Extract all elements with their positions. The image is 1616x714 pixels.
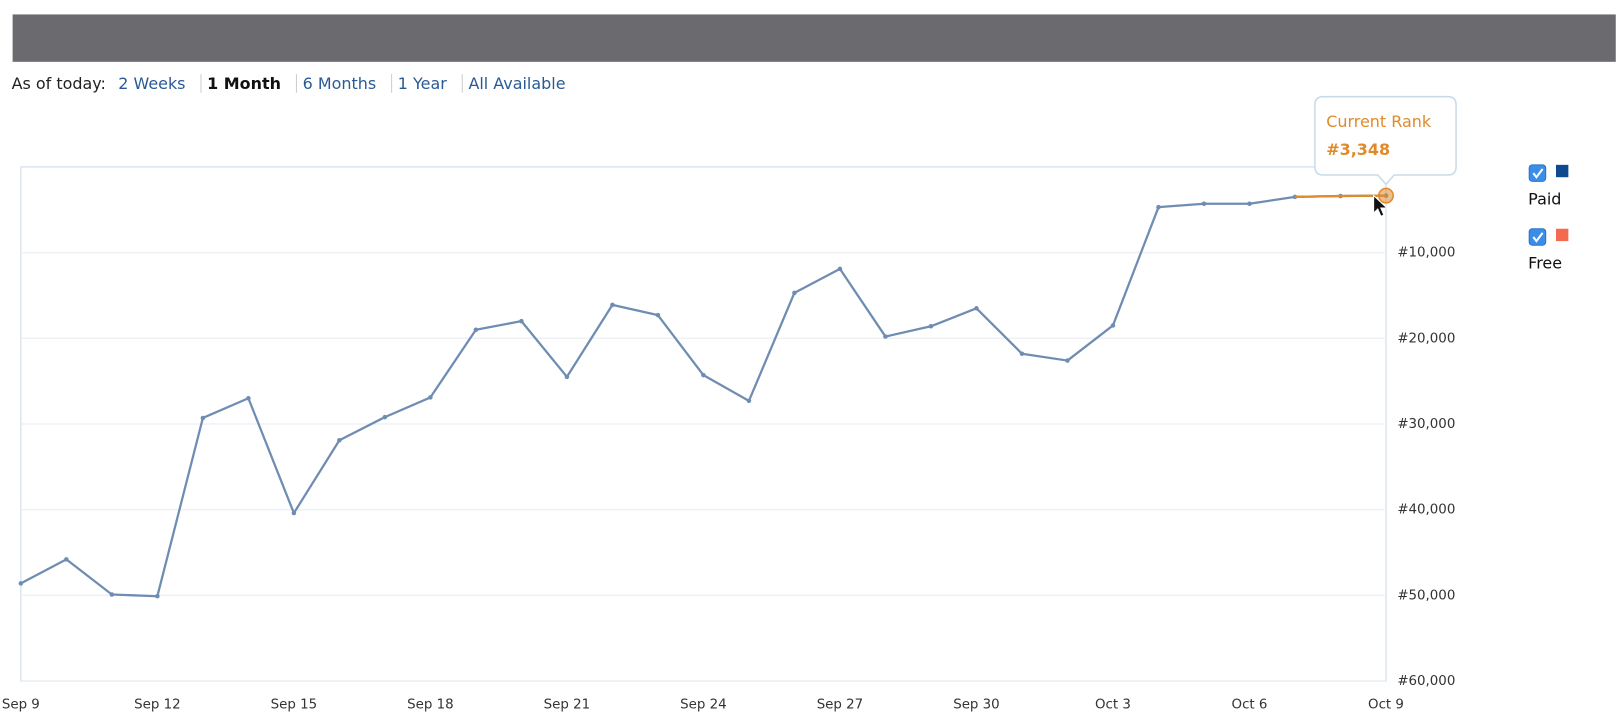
x-tick-label: Oct 9 [1368, 698, 1404, 713]
tooltip-title: Current Rank [1326, 112, 1432, 131]
y-tick-label: #30,000 [1397, 417, 1455, 432]
y-tick-label: #60,000 [1397, 674, 1455, 689]
x-tick-label: Sep 21 [544, 698, 590, 713]
point [382, 414, 388, 420]
point [1247, 201, 1252, 207]
point [1019, 351, 1025, 356]
point [1065, 358, 1070, 363]
legend-checkbox[interactable] [1528, 228, 1547, 246]
point [291, 510, 297, 516]
x-tick-label: Sep 9 [2, 698, 40, 713]
legend-label: Paid [1528, 189, 1561, 208]
point [837, 266, 843, 272]
point [64, 557, 69, 562]
range-option[interactable]: 2 Weeks [118, 74, 185, 93]
y-tick-label: #10,000 [1397, 246, 1455, 261]
point [974, 306, 979, 311]
range-label: As of today: [12, 74, 106, 93]
legend-swatch [1556, 164, 1569, 178]
range-option[interactable]: All Available [468, 74, 565, 93]
x-tick-label: Sep 12 [134, 698, 180, 713]
point [746, 398, 752, 404]
point [109, 592, 115, 597]
x-tick-label: Sep 18 [407, 698, 453, 713]
point [337, 437, 342, 443]
range-option[interactable]: 1 Month [207, 74, 281, 93]
point [564, 374, 570, 380]
y-tick-label: #50,000 [1397, 588, 1455, 603]
tooltip-box [1314, 95, 1457, 186]
y-tick-label: #40,000 [1397, 503, 1455, 518]
point [473, 327, 479, 332]
point [1201, 201, 1207, 207]
highlight-line [1294, 194, 1387, 199]
x-tick-label: Sep 30 [953, 698, 999, 713]
x-tick-label: Oct 3 [1095, 698, 1131, 713]
point [155, 593, 160, 599]
point [428, 395, 433, 400]
x-tick-label: Oct 6 [1232, 698, 1268, 713]
point [1156, 204, 1161, 210]
tooltip-value: #3,348 [1326, 140, 1390, 159]
range-selector: As of today: 2 Weeks 1 Month 6 Months 1 Year… [12, 74, 566, 93]
point [792, 290, 797, 296]
point [200, 415, 206, 421]
legend-swatch [1556, 228, 1569, 242]
point [701, 372, 706, 378]
plot: #10,000 #20,000 #30,000 #40,000 #50,000 #60,0… [2, 95, 1457, 713]
point [928, 324, 934, 329]
range-option[interactable]: 6 Months [303, 74, 377, 93]
point [18, 581, 24, 586]
hover-marker [1378, 187, 1394, 204]
point [610, 302, 615, 308]
legend: Paid Free [1528, 164, 1569, 272]
x-tick-label: Sep 24 [680, 698, 726, 713]
header-bar [12, 14, 1616, 62]
point [246, 395, 251, 401]
checkmark [1532, 168, 1544, 179]
legend-label: Free [1528, 253, 1562, 272]
point [655, 312, 661, 318]
x-tick-label: Sep 15 [271, 698, 317, 713]
legend-checkbox[interactable] [1528, 164, 1547, 182]
x-tick-label: Sep 27 [817, 698, 863, 713]
checkmark [1532, 232, 1544, 243]
range-option[interactable]: 1 Year [398, 74, 447, 93]
point [883, 334, 888, 339]
cursor [1373, 194, 1389, 217]
point [1110, 323, 1116, 328]
point [519, 318, 524, 324]
y-tick-label: #20,000 [1397, 331, 1455, 346]
